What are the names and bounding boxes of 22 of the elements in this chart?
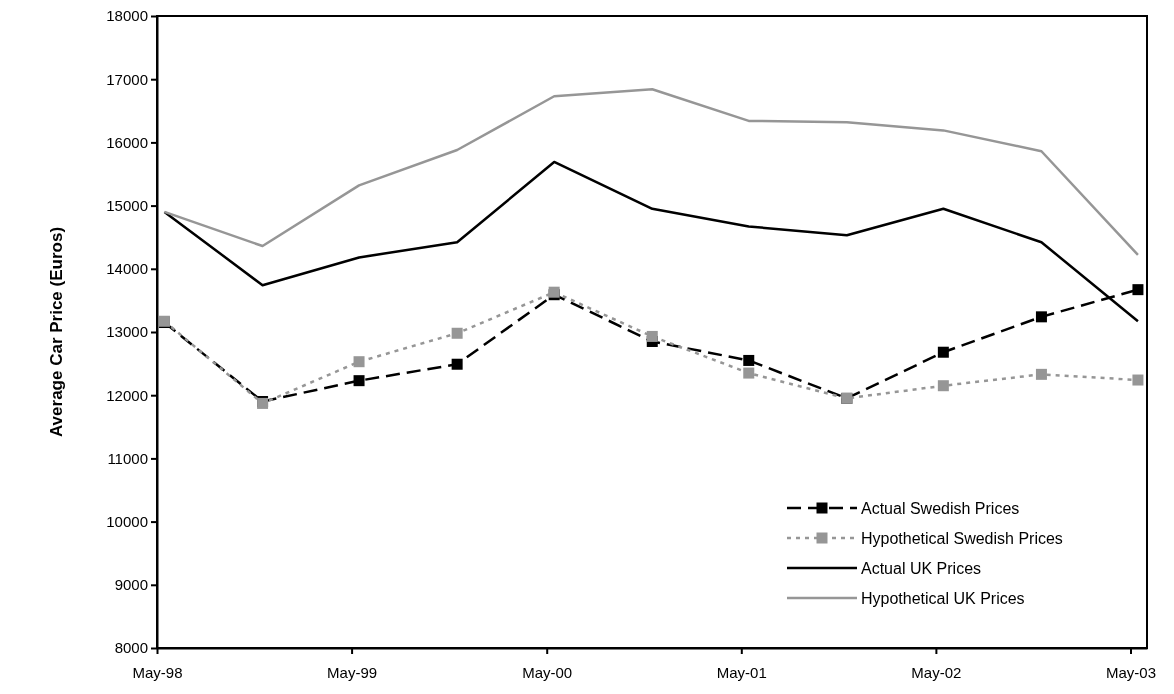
- y-tick-label: 9000: [114, 576, 148, 594]
- x-tick-label: May-98: [132, 664, 183, 681]
- legend-label: Actual UK Prices: [861, 559, 982, 577]
- y-tick-label: 17000: [106, 70, 148, 88]
- y-tick-label: 15000: [106, 196, 148, 214]
- legend-label: Actual Swedish Prices: [861, 499, 1020, 517]
- y-tick-label: 18000: [106, 7, 148, 25]
- x-tick-label: May-99: [327, 664, 378, 681]
- y-tick-label: 12000: [106, 386, 148, 404]
- legend-label: Hypothetical Swedish Prices: [861, 529, 1063, 547]
- y-tick-label: 10000: [106, 512, 148, 530]
- x-tick-label: May-02: [911, 664, 962, 681]
- y-axis-title: Average Car Price (Euros): [47, 226, 66, 438]
- y-tick-label: 11000: [107, 449, 148, 467]
- y-tick-label: 14000: [106, 260, 148, 278]
- y-tick-label: 16000: [106, 133, 148, 151]
- x-tick-label: May-01: [716, 664, 767, 681]
- y-tick-label: 13000: [106, 323, 148, 341]
- y-tick-label: 8000: [114, 639, 148, 657]
- x-tick-label: May-03: [1105, 664, 1156, 681]
- x-tick-label: May-00: [522, 664, 573, 681]
- legend-label: Hypothetical UK Prices: [861, 589, 1025, 607]
